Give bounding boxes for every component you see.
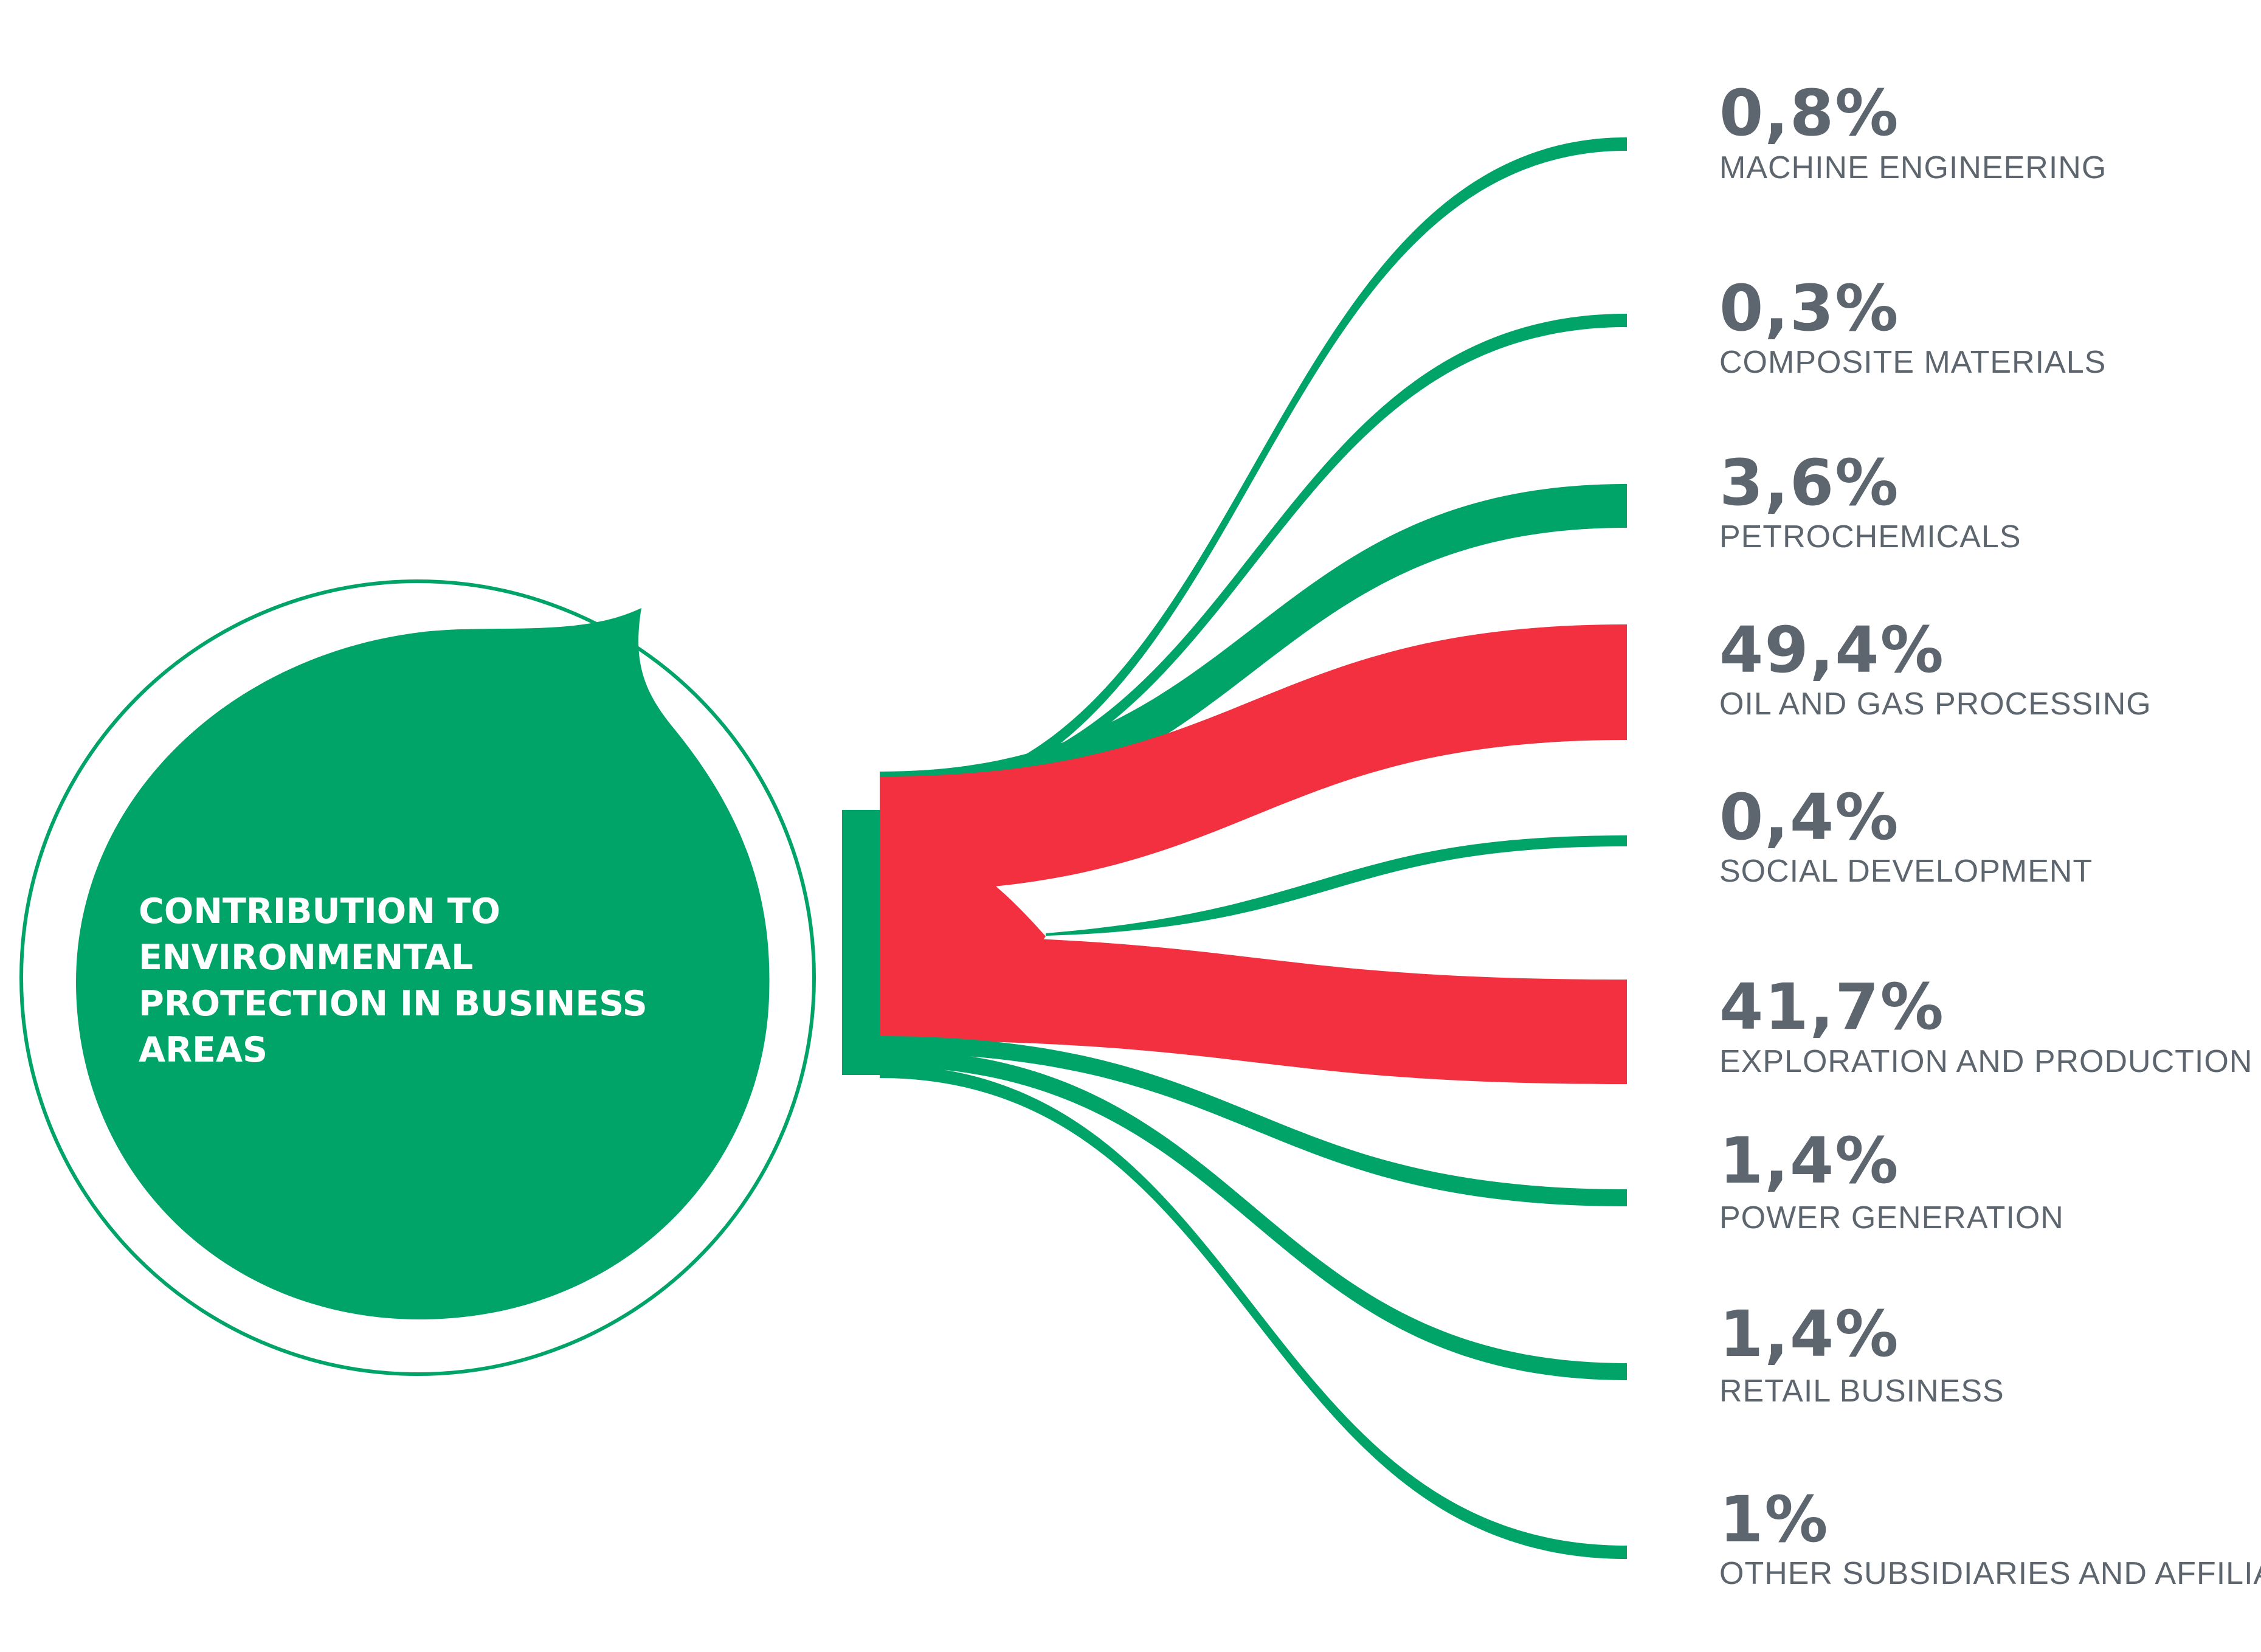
branch-label-4: OIL AND GAS PROCESSING [1719,686,2152,722]
branch-value-5: 0,4% [1719,780,1899,854]
branch-labels: 0,8%MACHINE ENGINEERING 0,3%COMPOSITE MAT… [1719,76,2261,1591]
branch-label-5: SOCIAL DEVELOPMENT [1719,854,2093,889]
flow-band-8 [880,1049,1627,1380]
flow-streams [880,137,1627,1559]
flow-band-1 [880,137,1627,808]
branch-label-6: EXPLORATION AND PRODUCTION [1719,1044,2252,1079]
flow-junction [880,834,1046,1034]
branch-value-8: 1,4% [1719,1297,1899,1371]
flow-band-5 [1046,835,1627,936]
title-line-2: ENVIRONMENTAL [139,938,473,978]
branch-label-8: RETAIL BUSINESS [1719,1374,2004,1409]
title-line-3: PROTECTION IN BUSINESS [139,984,647,1024]
branch-value-3: 3,6% [1719,446,1899,520]
branch-label-2: COMPOSITE MATERIALS [1719,345,2106,380]
branch-value-6: 41,7% [1719,970,1945,1044]
branch-label-9: OTHER SUBSIDIARIES AND AFFILIATES [1719,1556,2261,1591]
branch-value-1: 0,8% [1719,76,1899,150]
branch-value-7: 1,4% [1719,1124,1899,1198]
drop-blob [76,608,770,1319]
branch-value-2: 0,3% [1719,271,1899,345]
branch-label-7: POWER GENERATION [1719,1200,2064,1236]
stream-source-bar [842,810,880,1075]
title-line-4: AREAS [139,1030,268,1070]
flow-band-9 [880,1065,1627,1559]
flow-band-7 [880,1036,1627,1206]
flow-band-4 [880,624,1627,892]
branch-label-1: MACHINE ENGINEERING [1719,150,2107,185]
branch-value-9: 1% [1719,1482,1829,1557]
flow-band-6 [880,936,1627,1084]
branch-value-4: 49,4% [1719,613,1945,687]
flow-band-3 [880,484,1627,815]
diagram-title: CONTRIBUTION TO ENVIRONMENTAL PROTECTION I… [139,891,647,1070]
outer-ring [19,579,816,1376]
branch-label-3: PETROCHEMICALS [1719,519,2021,555]
title-line-1: CONTRIBUTION TO [139,891,500,931]
flow-band-2 [880,314,1627,804]
